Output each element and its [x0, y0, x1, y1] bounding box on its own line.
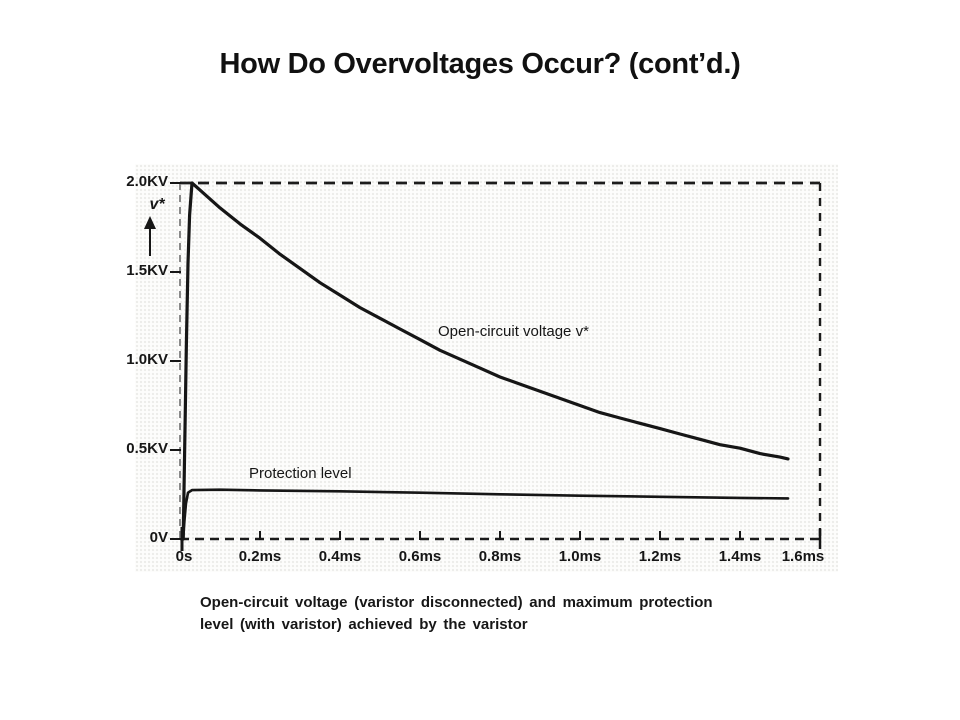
y-axis-arrow-icon — [144, 216, 156, 256]
protection-level-curve — [181, 488, 790, 541]
page-title: How Do Overvoltages Occur? (cont’d.) — [219, 48, 741, 80]
open-circuit-voltage-curve — [181, 181, 790, 541]
